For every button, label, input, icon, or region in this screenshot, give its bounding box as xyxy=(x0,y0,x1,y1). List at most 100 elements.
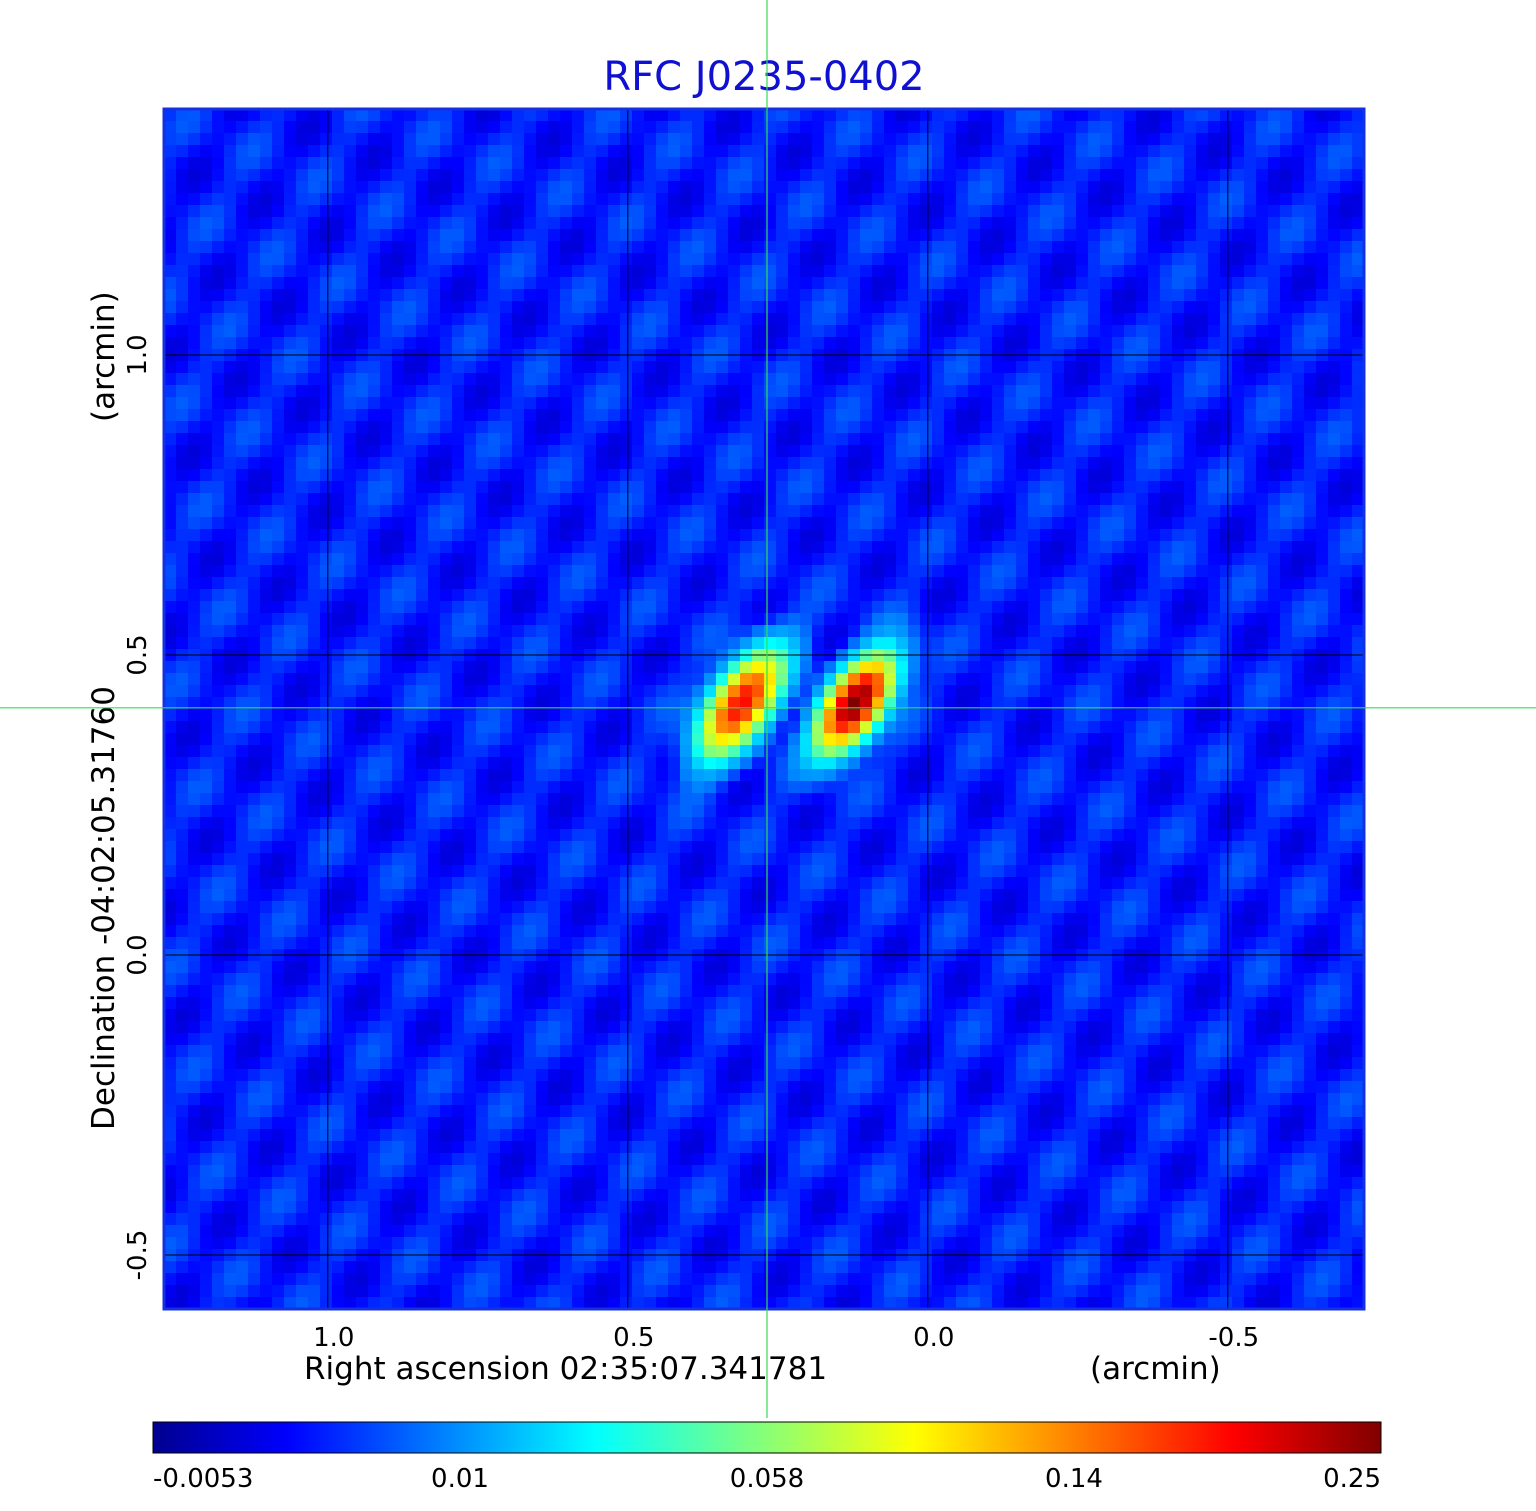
image-pixel xyxy=(440,577,453,590)
image-pixel xyxy=(440,493,453,506)
image-pixel xyxy=(908,565,921,578)
image-pixel xyxy=(824,229,837,242)
image-pixel xyxy=(488,145,501,158)
image-pixel xyxy=(176,433,189,446)
image-pixel xyxy=(200,109,213,122)
image-pixel xyxy=(548,625,561,638)
image-pixel xyxy=(956,457,969,470)
image-pixel xyxy=(1256,565,1269,578)
image-pixel xyxy=(320,445,333,458)
image-pixel xyxy=(548,301,561,314)
image-pixel xyxy=(716,469,729,482)
image-pixel xyxy=(1076,433,1089,446)
image-pixel xyxy=(1064,217,1077,230)
image-pixel xyxy=(752,313,765,326)
image-pixel xyxy=(1160,493,1173,506)
image-pixel xyxy=(668,277,681,290)
image-pixel xyxy=(1172,565,1185,578)
image-pixel xyxy=(224,277,237,290)
image-pixel xyxy=(488,637,501,650)
image-pixel xyxy=(692,565,705,578)
image-pixel xyxy=(1196,661,1209,674)
image-pixel xyxy=(728,145,741,158)
image-pixel xyxy=(1028,697,1041,710)
image-pixel xyxy=(1304,481,1317,494)
image-pixel xyxy=(632,541,645,554)
image-pixel xyxy=(608,445,621,458)
image-pixel xyxy=(968,169,981,182)
image-pixel xyxy=(284,613,297,626)
image-pixel xyxy=(776,409,789,422)
image-pixel xyxy=(440,565,453,578)
image-pixel xyxy=(452,589,465,602)
image-pixel xyxy=(836,157,849,170)
image-pixel xyxy=(416,169,429,182)
image-pixel xyxy=(848,613,861,626)
image-pixel xyxy=(884,577,897,590)
image-pixel xyxy=(704,505,717,518)
image-pixel xyxy=(548,553,561,566)
image-pixel xyxy=(1136,625,1149,638)
image-pixel xyxy=(1160,613,1173,626)
image-pixel xyxy=(800,409,813,422)
image-pixel xyxy=(1112,373,1125,386)
image-pixel xyxy=(260,457,273,470)
image-pixel xyxy=(692,241,705,254)
image-pixel xyxy=(356,229,369,242)
image-pixel xyxy=(728,565,741,578)
image-pixel xyxy=(944,421,957,434)
image-pixel xyxy=(248,637,261,650)
image-pixel xyxy=(296,133,309,146)
image-pixel xyxy=(596,469,609,482)
image-pixel xyxy=(560,241,573,254)
image-pixel xyxy=(704,193,717,206)
image-pixel xyxy=(284,433,297,446)
image-pixel xyxy=(464,229,477,242)
image-pixel xyxy=(620,529,633,542)
image-pixel xyxy=(1016,229,1029,242)
image-pixel xyxy=(728,637,741,650)
image-pixel xyxy=(1268,157,1281,170)
image-pixel xyxy=(668,529,681,542)
image-pixel xyxy=(1040,289,1053,302)
image-pixel xyxy=(320,601,333,614)
image-pixel xyxy=(1280,493,1293,506)
image-pixel xyxy=(176,577,189,590)
image-pixel xyxy=(1244,241,1257,254)
image-pixel xyxy=(368,133,381,146)
image-pixel xyxy=(1244,313,1257,326)
image-pixel xyxy=(668,313,681,326)
image-pixel xyxy=(1316,397,1329,410)
image-pixel xyxy=(164,553,177,566)
image-pixel xyxy=(200,661,213,674)
image-pixel xyxy=(452,253,465,266)
image-pixel xyxy=(596,193,609,206)
image-pixel xyxy=(728,133,741,146)
image-pixel xyxy=(608,397,621,410)
image-pixel xyxy=(1220,373,1233,386)
image-pixel xyxy=(1328,337,1341,350)
image-pixel xyxy=(956,253,969,266)
image-pixel xyxy=(1328,517,1341,530)
image-pixel xyxy=(1328,217,1341,230)
image-pixel xyxy=(416,181,429,194)
image-pixel xyxy=(1028,181,1041,194)
image-pixel xyxy=(344,505,357,518)
image-pixel xyxy=(668,385,681,398)
image-pixel xyxy=(1052,445,1065,458)
image-pixel xyxy=(644,565,657,578)
image-pixel xyxy=(932,601,945,614)
image-pixel xyxy=(848,481,861,494)
image-pixel xyxy=(848,217,861,230)
image-pixel xyxy=(680,229,693,242)
image-pixel xyxy=(992,205,1005,218)
image-pixel xyxy=(332,421,345,434)
image-pixel xyxy=(764,553,777,566)
image-pixel xyxy=(1340,277,1353,290)
image-pixel xyxy=(716,421,729,434)
image-pixel xyxy=(740,661,753,674)
image-pixel xyxy=(836,685,849,698)
image-pixel xyxy=(224,169,237,182)
image-pixel xyxy=(596,613,609,626)
image-pixel xyxy=(416,673,429,686)
